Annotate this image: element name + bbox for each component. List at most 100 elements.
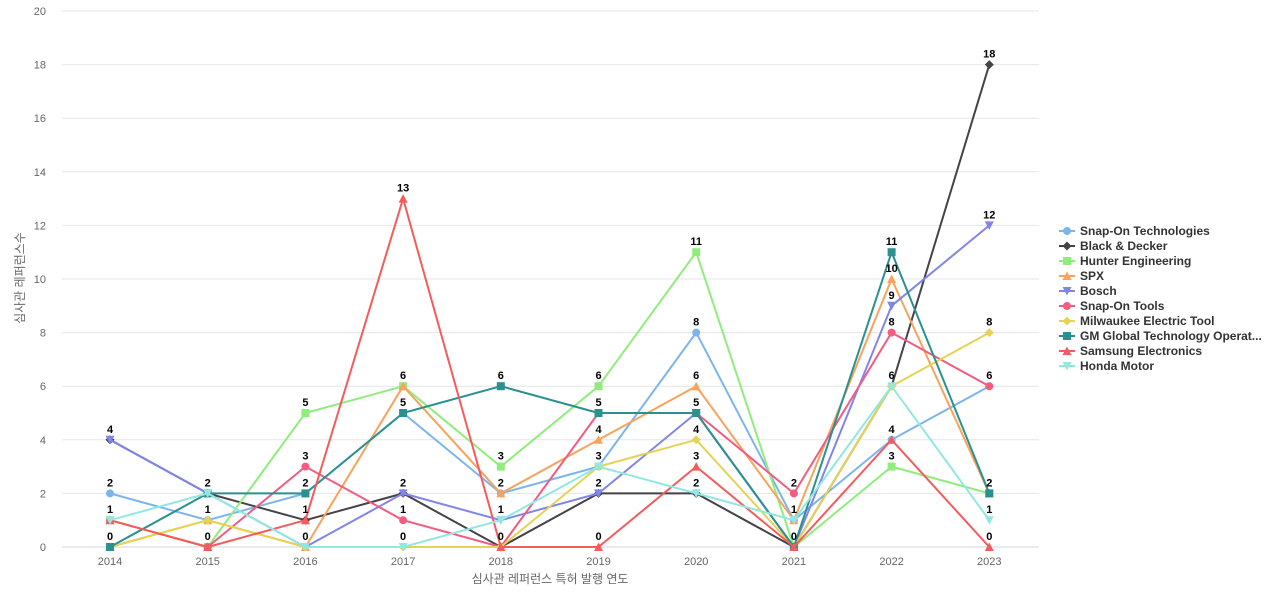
- series-honda-motor[interactable]: [105, 382, 994, 552]
- data-point-honda-motor-2020[interactable]: [691, 489, 701, 498]
- data-point-snap-on-tools-2021[interactable]: [789, 489, 798, 498]
- series-line-samsung-electronics[interactable]: [109, 197, 991, 548]
- data-point-hunter-engineering-2016[interactable]: [301, 409, 310, 417]
- data-point-samsung-electronics-2020[interactable]: [691, 462, 701, 471]
- data-point-gm-global-technology-operat-2020[interactable]: [692, 409, 701, 417]
- data-label-samsung-electronics-2019: 0: [595, 531, 601, 543]
- data-point-black-decker-2023[interactable]: [984, 60, 994, 70]
- data-point-hunter-engineering-2019[interactable]: [594, 382, 603, 391]
- data-point-bosch-2019[interactable]: [594, 489, 603, 498]
- data-point-bosch-2017[interactable]: [398, 489, 408, 498]
- x-tick-label: 2021: [782, 556, 806, 568]
- legend-item-honda-motor[interactable]: Honda Motor: [1059, 359, 1154, 373]
- data-label-black-decker-2019: 2: [595, 477, 601, 489]
- data-point-honda-motor-2015[interactable]: [203, 489, 213, 498]
- legend-marker: [1063, 257, 1071, 265]
- data-point-spx-2020[interactable]: [691, 381, 701, 391]
- legend-item-gm-global-technology-operat[interactable]: GM Global Technology Operat...: [1059, 329, 1262, 343]
- data-point-honda-motor-2019[interactable]: [594, 462, 603, 472]
- legend-item-black-decker[interactable]: Black & Decker: [1059, 239, 1168, 253]
- series-line-honda-motor[interactable]: [109, 385, 991, 548]
- y-tick-label: 6: [40, 381, 46, 393]
- data-point-gm-global-technology-operat-2017[interactable]: [399, 409, 408, 417]
- data-label-black-decker-2014: 4: [107, 424, 114, 436]
- series-line-hunter-engineering[interactable]: [109, 251, 991, 548]
- data-point-samsung-electronics-2019[interactable]: [594, 542, 603, 552]
- data-point-milwaukee-electric-tool-2015[interactable]: [203, 515, 213, 525]
- data-point-gm-global-technology-operat-2018[interactable]: [496, 382, 505, 391]
- legend-label: Snap-On Tools: [1080, 299, 1165, 313]
- data-point-gm-global-technology-operat-2023[interactable]: [985, 489, 994, 498]
- data-point-samsung-electronics-2022[interactable]: [887, 435, 897, 444]
- data-label-snap-on-technologies-2014: 2: [107, 477, 113, 489]
- data-point-snap-on-technologies-2020[interactable]: [692, 328, 701, 337]
- data-point-spx-2017[interactable]: [398, 381, 408, 391]
- data-point-bosch-2023[interactable]: [984, 221, 994, 230]
- data-point-honda-motor-2014[interactable]: [105, 516, 115, 525]
- data-point-hunter-engineering-2018[interactable]: [496, 462, 505, 471]
- data-point-samsung-electronics-2016[interactable]: [300, 515, 310, 525]
- data-label-snap-on-tools-2017: 1: [400, 504, 406, 516]
- data-point-samsung-electronics-2017[interactable]: [398, 194, 408, 203]
- data-point-milwaukee-electric-tool-2023[interactable]: [984, 328, 994, 338]
- data-point-gm-global-technology-operat-2016[interactable]: [301, 489, 310, 498]
- legend-item-hunter-engineering[interactable]: Hunter Engineering: [1059, 254, 1191, 268]
- data-point-samsung-electronics-2021[interactable]: [789, 542, 799, 552]
- data-point-snap-on-tools-2023[interactable]: [985, 382, 994, 391]
- data-label-gm-global-technology-operat-2015: 2: [205, 477, 211, 489]
- data-point-honda-motor-2018[interactable]: [496, 516, 506, 525]
- data-label-spx-2019: 4: [595, 424, 602, 436]
- x-axis-title: 심사관 레퍼런스 특허 발행 연도: [472, 571, 629, 586]
- data-point-snap-on-tools-2017[interactable]: [399, 516, 408, 525]
- data-label-hunter-engineering-2016: 5: [302, 397, 308, 409]
- data-label-bosch-2022: 9: [889, 290, 895, 302]
- series-black-decker[interactable]: [105, 60, 994, 552]
- data-point-spx-2022[interactable]: [887, 274, 897, 284]
- data-point-hunter-engineering-2022[interactable]: [887, 462, 896, 471]
- data-point-honda-motor-2021[interactable]: [789, 516, 799, 525]
- data-point-honda-motor-2022[interactable]: [887, 382, 897, 391]
- data-point-honda-motor-2016[interactable]: [300, 543, 310, 552]
- data-point-snap-on-technologies-2014[interactable]: [106, 489, 114, 498]
- data-point-honda-motor-2023[interactable]: [984, 516, 994, 525]
- y-tick-label: 4: [40, 435, 46, 447]
- y-tick-label: 14: [34, 167, 46, 179]
- data-point-bosch-2014[interactable]: [105, 435, 115, 445]
- data-point-spx-2019[interactable]: [594, 435, 603, 444]
- legend-item-milwaukee-electric-tool[interactable]: Milwaukee Electric Tool: [1059, 314, 1214, 328]
- data-point-gm-global-technology-operat-2022[interactable]: [887, 248, 896, 257]
- data-label-spx-2018: 2: [498, 477, 504, 489]
- data-point-samsung-electronics-2023[interactable]: [984, 542, 994, 552]
- data-point-milwaukee-electric-tool-2020[interactable]: [691, 435, 701, 445]
- data-point-spx-2018[interactable]: [496, 488, 506, 498]
- legend-item-bosch[interactable]: Bosch: [1059, 284, 1117, 298]
- series-line-snap-on-tools[interactable]: [109, 331, 991, 548]
- series-line-black-decker[interactable]: [109, 63, 991, 548]
- legend-marker: [1062, 241, 1072, 251]
- data-label-samsung-electronics-2023: 0: [986, 531, 992, 543]
- series-line-gm-global-technology-operat[interactable]: [109, 251, 991, 548]
- data-label-snap-on-tools-2022: 8: [889, 317, 895, 329]
- series-lines: [105, 60, 994, 552]
- data-point-samsung-electronics-2018[interactable]: [496, 542, 506, 552]
- legend-item-samsung-electronics[interactable]: Samsung Electronics: [1059, 344, 1202, 358]
- data-point-snap-on-tools-2022[interactable]: [887, 328, 896, 337]
- data-point-bosch-2022[interactable]: [887, 301, 897, 311]
- legend-item-spx[interactable]: SPX: [1059, 269, 1104, 283]
- data-label-hunter-engineering-2018: 3: [498, 451, 504, 463]
- legend-item-snap-on-technologies[interactable]: Snap-On Technologies: [1059, 224, 1210, 238]
- data-point-samsung-electronics-2015[interactable]: [203, 542, 213, 552]
- data-label-snap-on-tools-2023: 6: [986, 370, 992, 382]
- data-point-hunter-engineering-2020[interactable]: [692, 248, 701, 257]
- data-point-honda-motor-2017[interactable]: [398, 543, 408, 552]
- data-point-gm-global-technology-operat-2014[interactable]: [106, 543, 114, 551]
- x-tick-label: 2019: [586, 556, 610, 568]
- data-label-hunter-engineering-2019: 6: [595, 370, 601, 382]
- legend-item-snap-on-tools[interactable]: Snap-On Tools: [1059, 299, 1165, 313]
- data-point-snap-on-tools-2016[interactable]: [301, 462, 310, 471]
- data-point-gm-global-technology-operat-2019[interactable]: [594, 409, 603, 417]
- data-label-hunter-engineering-2014: 1: [107, 504, 113, 516]
- data-label-black-decker-2018: 0: [498, 531, 504, 543]
- series-samsung-electronics[interactable]: [105, 194, 994, 552]
